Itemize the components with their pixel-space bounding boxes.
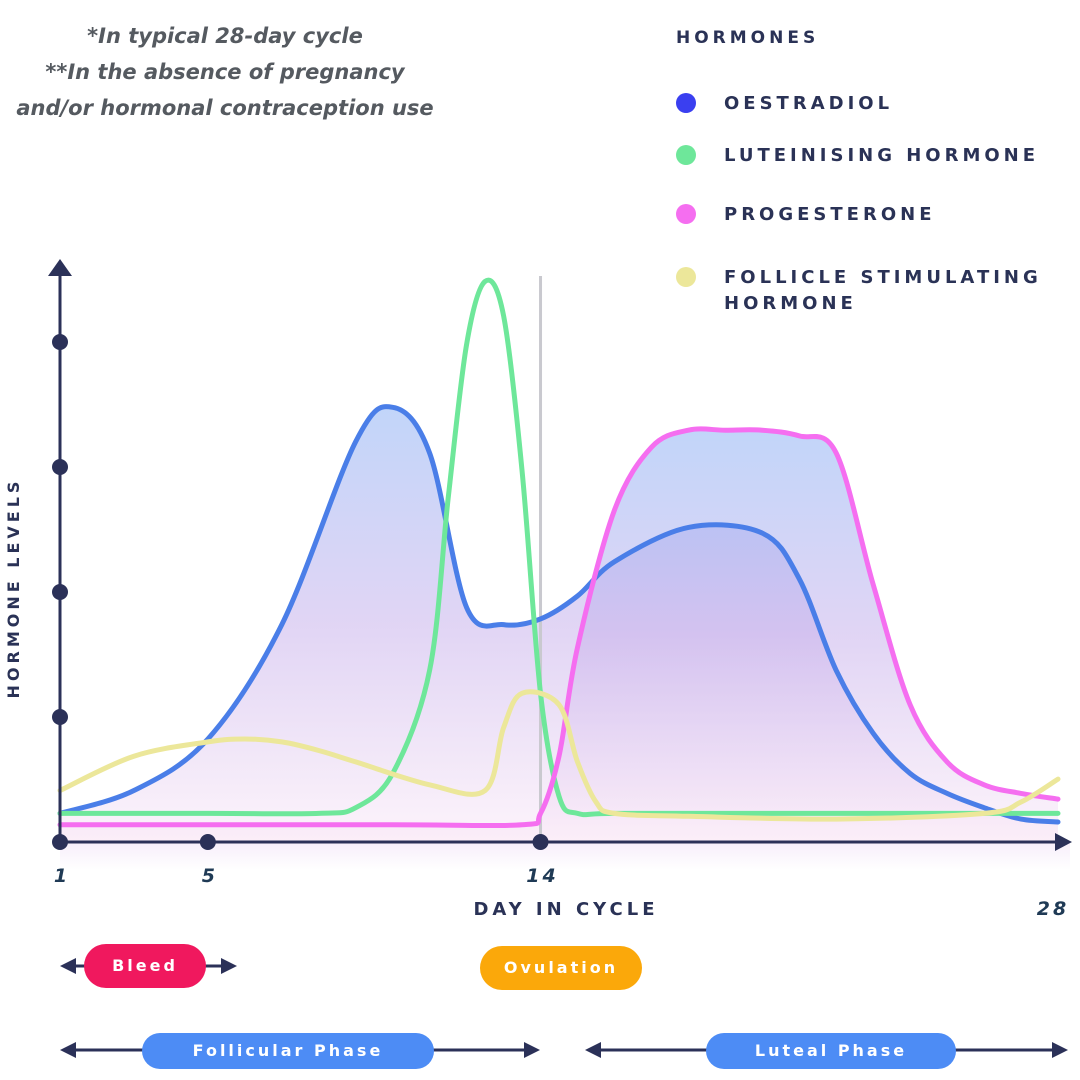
x-tick-label: 14: [526, 865, 558, 887]
series-line-progesterone: [57, 426, 1061, 829]
series-line-follicle-stimulating-hormone: [57, 689, 1061, 822]
legend-label-luteinising-hormone: LUTEINISING HORMONE: [724, 145, 1040, 166]
arrow-left-icon: [60, 1042, 76, 1058]
x-tick-label: 28: [1037, 898, 1069, 920]
arrow-left-icon: [585, 1042, 601, 1058]
x-tick-dot: [199, 834, 216, 850]
legend-title: HORMONES: [676, 28, 820, 48]
luteal-phase-badge: Luteal Phase: [706, 1033, 956, 1069]
legend-label-progesterone: PROGESTERONE: [724, 204, 936, 225]
follicular-phase-badge: Follicular Phase: [142, 1033, 434, 1069]
y-axis-ticks: [52, 334, 68, 725]
legend-dot-follicle-stimulating-hormone: [676, 267, 696, 287]
x-tick-dot: [532, 834, 549, 850]
y-tick-dot: [52, 334, 68, 350]
x-axis-arrow-icon: [1055, 833, 1072, 851]
y-axis-arrow-icon: [48, 259, 72, 276]
y-tick-dot: [52, 709, 68, 725]
y-tick-dot: [52, 459, 68, 475]
area-fill-progesterone: [60, 428, 1058, 842]
footnote-cycle: *In typical 28-day cycle: [87, 24, 363, 48]
legend-dot-oestradiol: [676, 93, 696, 113]
footnote-pregnancy: **In the absence of pregnancy: [45, 60, 405, 84]
arrow-right-icon: [524, 1042, 540, 1058]
legend-dot-progesterone: [676, 204, 696, 224]
area-fills: [60, 406, 1058, 842]
arrow-left-icon: [60, 958, 76, 974]
series-line-oestradiol: [57, 404, 1061, 825]
y-tick-dot: [52, 584, 68, 600]
series-lines: [57, 277, 1061, 829]
footnotes: *In typical 28-day cycle **In the absenc…: [0, 18, 450, 126]
footnote-contraception: and/or hormonal contraception use: [16, 96, 434, 120]
x-axis-label: DAY IN CYCLE: [473, 899, 658, 920]
y-axis-label: HORMONE LEVELS: [4, 478, 23, 699]
ovulation-badge: Ovulation: [480, 946, 642, 990]
x-tick-dot: [52, 834, 68, 850]
x-axis-ticks: 1 5 14 28: [52, 834, 1069, 920]
legend-label-follicle-stimulating-hormone: FOLLICLE STIMULATING HORMONE: [724, 267, 1042, 314]
bleed-badge: Bleed: [84, 944, 206, 988]
arrow-right-icon: [221, 958, 237, 974]
legend-dot-luteinising-hormone: [676, 145, 696, 165]
axis-shadow: [60, 842, 1070, 870]
arrow-right-icon: [1052, 1042, 1068, 1058]
x-tick-label: 5: [202, 865, 218, 887]
x-tick-label: 1: [54, 865, 70, 887]
legend: HORMONES OESTRADIOL LUTEINISING HORMONE …: [676, 28, 1076, 314]
legend-label-oestradiol: OESTRADIOL: [724, 93, 894, 114]
